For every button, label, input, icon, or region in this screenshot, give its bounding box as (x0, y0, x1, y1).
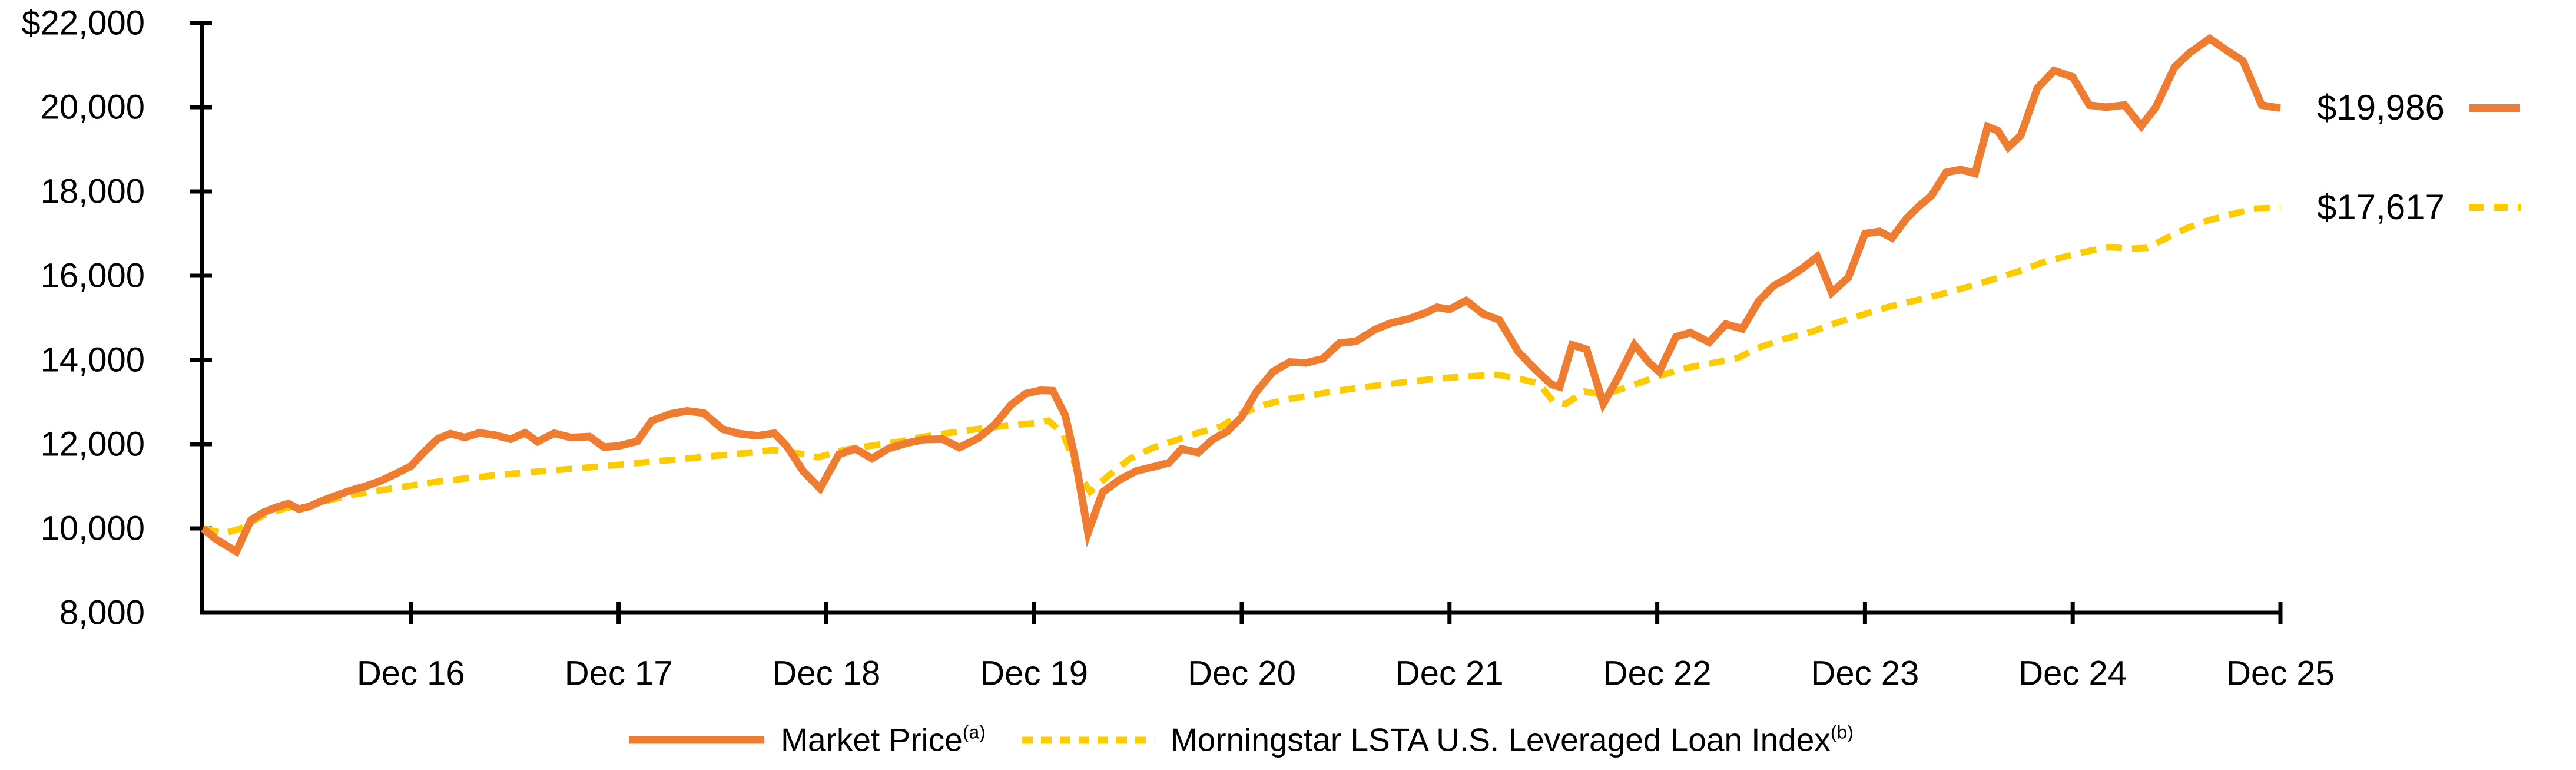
footnote-a-marker: (a) (962, 721, 986, 743)
x-axis-label: Dec 18 (773, 655, 881, 693)
loan-index-end-label: $17,617 (2317, 190, 2521, 225)
y-axis-label: 14,000 (41, 341, 145, 379)
y-axis-label: 10,000 (41, 510, 145, 548)
market-price-legend-swatch (629, 736, 765, 744)
y-axis-label: 18,000 (41, 173, 145, 211)
x-axis-label: Dec 16 (357, 655, 465, 693)
x-axis-label: Dec 23 (1811, 655, 1919, 693)
y-axis-label: $22,000 (21, 4, 145, 42)
y-axis-label: 20,000 (41, 88, 145, 127)
x-axis-label: Dec 20 (1188, 655, 1296, 693)
loan-index-end-value: $17,617 (2317, 187, 2445, 227)
market-price-line (200, 34, 2281, 557)
y-axis-label: 16,000 (41, 257, 145, 295)
legend-label-market-price: Market Price(a) (781, 721, 986, 758)
y-axis-label: 12,000 (41, 425, 145, 464)
x-axis-label: Dec 17 (565, 655, 673, 693)
x-axis-label: Dec 19 (980, 655, 1088, 693)
x-axis-label: Dec 25 (2226, 655, 2335, 693)
loan-index-legend-swatch (1022, 736, 1154, 743)
x-axis-label: Dec 24 (2018, 655, 2127, 693)
market-price-end-value: $19,986 (2317, 88, 2445, 127)
legend: Market Price(a) Morningstar LSTA U.S. Le… (629, 721, 1854, 758)
x-axis-label: Dec 21 (1395, 655, 1504, 693)
y-axis-label: 8,000 (59, 594, 145, 632)
market-price-end-label: $19,986 (2317, 90, 2520, 125)
x-axis-label: Dec 22 (1603, 655, 1712, 693)
legend-label-loan-index: Morningstar LSTA U.S. Leveraged Loan Ind… (1170, 721, 1854, 758)
loan-index-line (202, 204, 2281, 537)
loan-index-line-swatch (2469, 204, 2521, 211)
market-price-line-swatch (2469, 104, 2520, 112)
footnote-b-marker: (b) (1830, 721, 1854, 743)
